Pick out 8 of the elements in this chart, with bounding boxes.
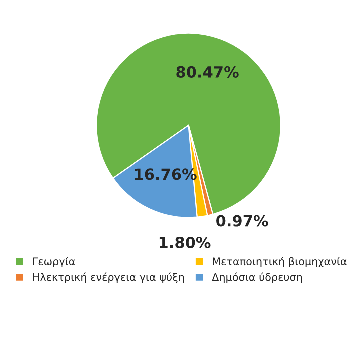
legend-label: Μεταποιητική βιομηχανία xyxy=(213,257,347,268)
data-label: 80.47% xyxy=(176,66,239,78)
data-label: 1.80% xyxy=(160,236,211,248)
legend-label: Δημόσια ύδρευση xyxy=(212,272,302,284)
data-label: 0.97% xyxy=(216,215,268,227)
legend-label: Ηλεκτρική ενέργεια για ψύξη xyxy=(33,272,184,284)
legend-label: Γεωργία xyxy=(33,257,76,268)
pie-slice xyxy=(96,32,282,216)
